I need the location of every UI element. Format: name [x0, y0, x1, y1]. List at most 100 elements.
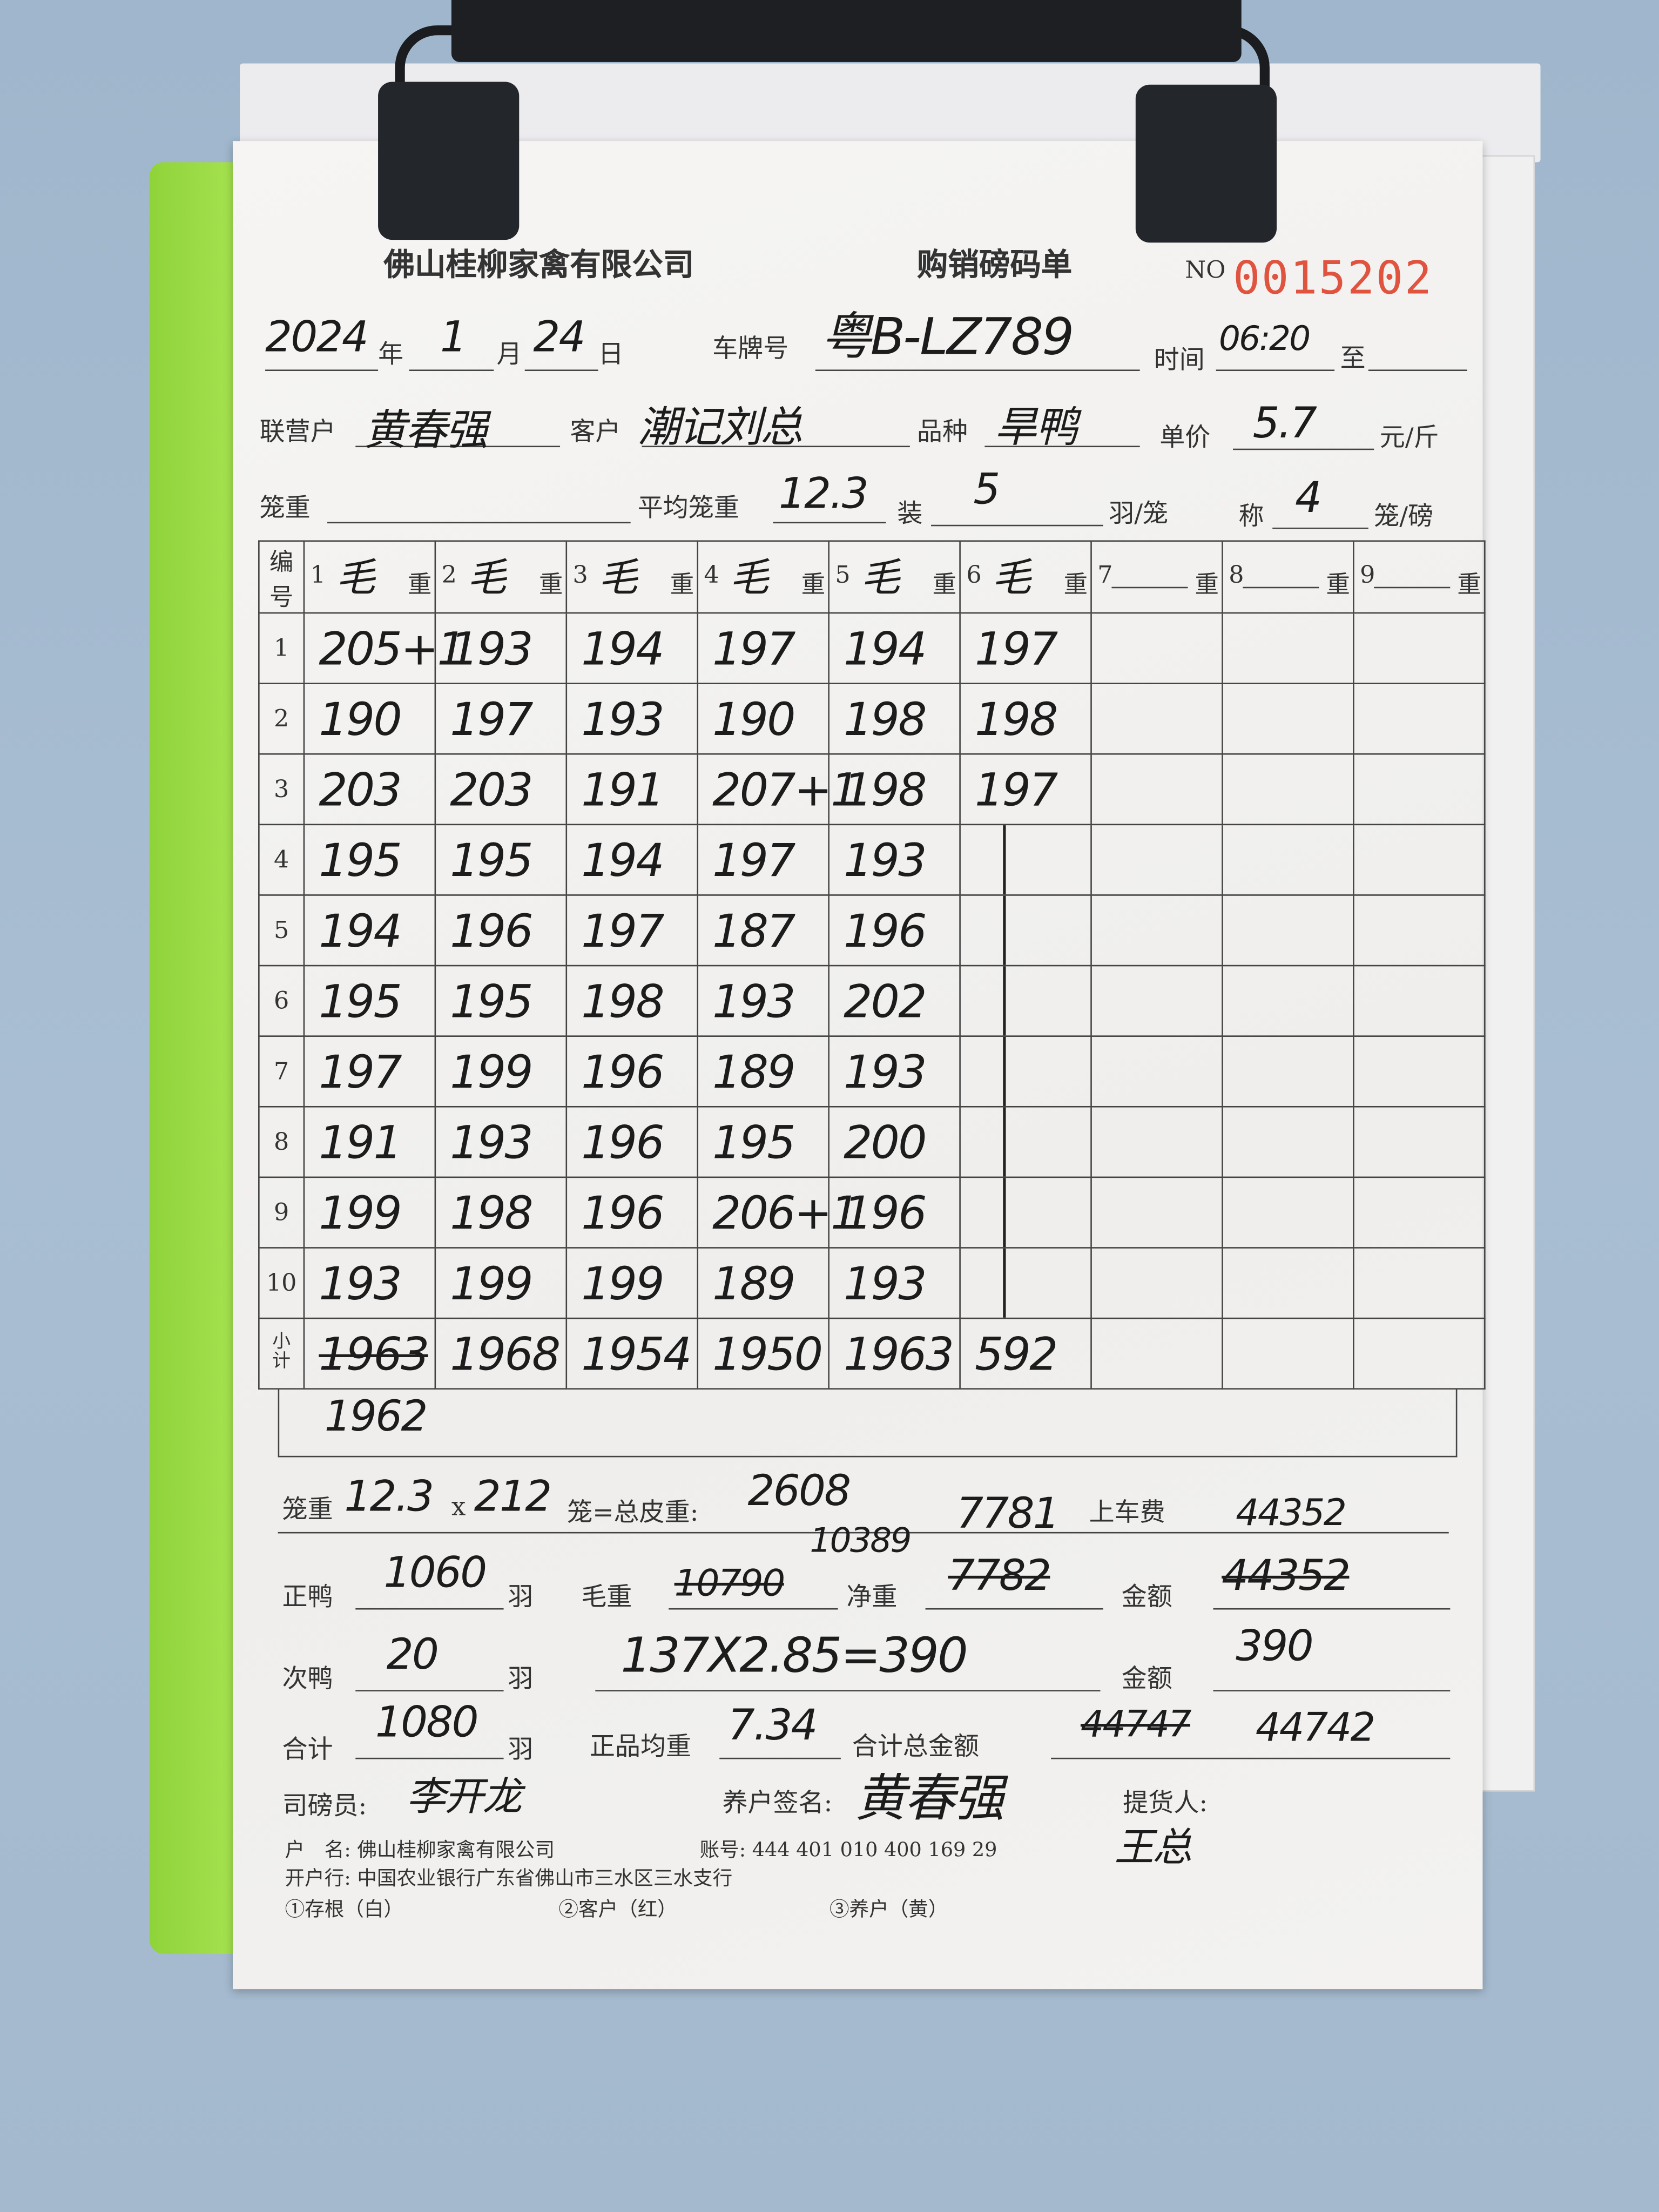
weight-cell [1222, 683, 1354, 755]
weight-cell [1222, 753, 1354, 826]
weight-cell [1090, 612, 1223, 684]
tare-value: 2608 [747, 1467, 851, 1517]
unit-label: 羽 [508, 1664, 534, 1695]
weight-cell: 193 [434, 1105, 568, 1178]
tare-label: 笼=总皮重: [567, 1498, 699, 1528]
clip-left-end [378, 82, 520, 240]
subtotal-value: 1950 [712, 1327, 823, 1381]
weight-cell: 198 [434, 1176, 568, 1249]
amount-label: 金额 [1121, 1582, 1172, 1613]
copy-farmer: ③养户（黄） [829, 1899, 948, 1921]
weight-value: 198 [844, 692, 927, 746]
loading-fee-value: 44352 [1236, 1492, 1347, 1535]
weight-cell: 193 [828, 824, 961, 896]
col-number: 3 [572, 561, 588, 590]
weight-value: 199 [319, 1186, 402, 1240]
weight-value: 193 [581, 692, 664, 746]
continuation-stroke [1003, 1248, 1006, 1318]
day-label: 日 [598, 340, 624, 370]
weight-value: 189 [712, 1045, 795, 1099]
pack-unit: 羽/笼 [1109, 499, 1169, 529]
weight-value: 200 [844, 1116, 927, 1170]
weight-cell: 197 [565, 894, 699, 967]
gross-mark: 毛 [335, 554, 375, 601]
subtotal-value: 592 [975, 1327, 1058, 1381]
weight-value: 196 [844, 1186, 927, 1240]
weigh-label: 称 [1238, 502, 1264, 532]
weight-cell [1222, 824, 1354, 896]
continuation-stroke [1003, 1178, 1006, 1247]
weight-value: 197 [581, 904, 664, 958]
weight-cell [1353, 894, 1486, 967]
subtotal-cell: 592 [959, 1317, 1092, 1390]
subtotal-label-cell: 小计 [258, 1317, 305, 1390]
net-weight-note: 7781 [956, 1489, 1060, 1539]
subtotal-value: 1954 [581, 1327, 692, 1381]
avg-weight-value: 7.34 [727, 1701, 818, 1751]
col-number: 1 [310, 561, 326, 590]
weight-value: 198 [581, 975, 664, 1029]
table-header-row: 编号 1 毛重 2 毛重 3 毛重 4 毛重 5 毛重 6 毛重 7 重 8 重 9 重 [258, 540, 1486, 614]
weight-cell [959, 894, 1092, 967]
avg-cage-value: 12.3 [778, 469, 869, 520]
weight-cell [959, 965, 1092, 1037]
subtotal-correction-box: 1962 [278, 1390, 1458, 1458]
row-number: 8 [258, 1105, 305, 1178]
subtotal-cell: 1968 [434, 1317, 568, 1390]
row-number: 9 [258, 1176, 305, 1249]
weight-cell [959, 1176, 1092, 1249]
weight-cell: 198 [828, 683, 961, 755]
weight-cell: 205+1 [303, 612, 466, 684]
weight-cell [1353, 683, 1486, 755]
col-blank [1374, 586, 1451, 589]
weight-value: 193 [844, 1257, 927, 1311]
subtotal-row: 小计 1963 1968 1954 1950 1963 592 [258, 1317, 1486, 1390]
continuation-stroke [1003, 895, 1006, 965]
weight-cell: 197 [959, 753, 1092, 826]
pack-value: 5 [973, 466, 1000, 515]
form-title: 购销磅码单 [916, 247, 1073, 284]
cage-count: 212 [474, 1473, 552, 1522]
weight-cell: 197 [959, 612, 1092, 684]
weight-cell: 194 [565, 612, 699, 684]
good-duck-label: 正鸭 [282, 1582, 333, 1613]
weight-cell [1090, 1176, 1223, 1249]
weight-cell: 196 [565, 1035, 699, 1108]
clip-right-end [1135, 84, 1277, 243]
weight-table: 编号 1 毛重 2 毛重 3 毛重 4 毛重 5 毛重 6 毛重 7 重 8 重 9 重 1 205+1 193 194 19… [258, 540, 1486, 1390]
plate-label: 车牌号 [712, 334, 789, 364]
plate-value: 粤B-LZ789 [821, 309, 1074, 367]
col-number: 2 [441, 561, 457, 590]
weight-value: 193 [844, 833, 927, 888]
breed-value: 旱鸭 [994, 403, 1078, 453]
grand-total-old: 44747 [1080, 1704, 1192, 1746]
weight-cell [1090, 1035, 1223, 1108]
month-label: 月 [496, 340, 522, 370]
weight-value: 194 [581, 833, 664, 888]
weigh-value: 4 [1294, 474, 1322, 524]
cage-weight-label: 笼重 [259, 494, 311, 524]
continuation-stroke [1003, 825, 1006, 895]
weight-value: 202 [844, 975, 927, 1029]
continuation-stroke [1003, 966, 1006, 1036]
gross-label: 毛重 [581, 1582, 632, 1613]
weight-value: 198 [450, 1186, 533, 1240]
table-row: 9 199 198 196 206+1 196 [258, 1176, 1486, 1249]
weight-value: 198 [975, 692, 1058, 746]
year-label: 年 [378, 340, 404, 370]
table-row: 6 195 195 198 193 202 [258, 965, 1486, 1037]
weight-value: 196 [581, 1186, 664, 1240]
weight-value: 194 [844, 622, 927, 676]
row-number: 3 [258, 753, 305, 826]
weight-cell: 190 [303, 683, 436, 755]
col-blank [1243, 586, 1319, 589]
weight-cell: 199 [303, 1176, 436, 1249]
table-row: 7 197 199 196 189 193 [258, 1035, 1486, 1108]
weight-value: 193 [319, 1257, 402, 1311]
row-number-label: 9 [273, 1198, 289, 1227]
weight-cell: 194 [565, 824, 699, 896]
